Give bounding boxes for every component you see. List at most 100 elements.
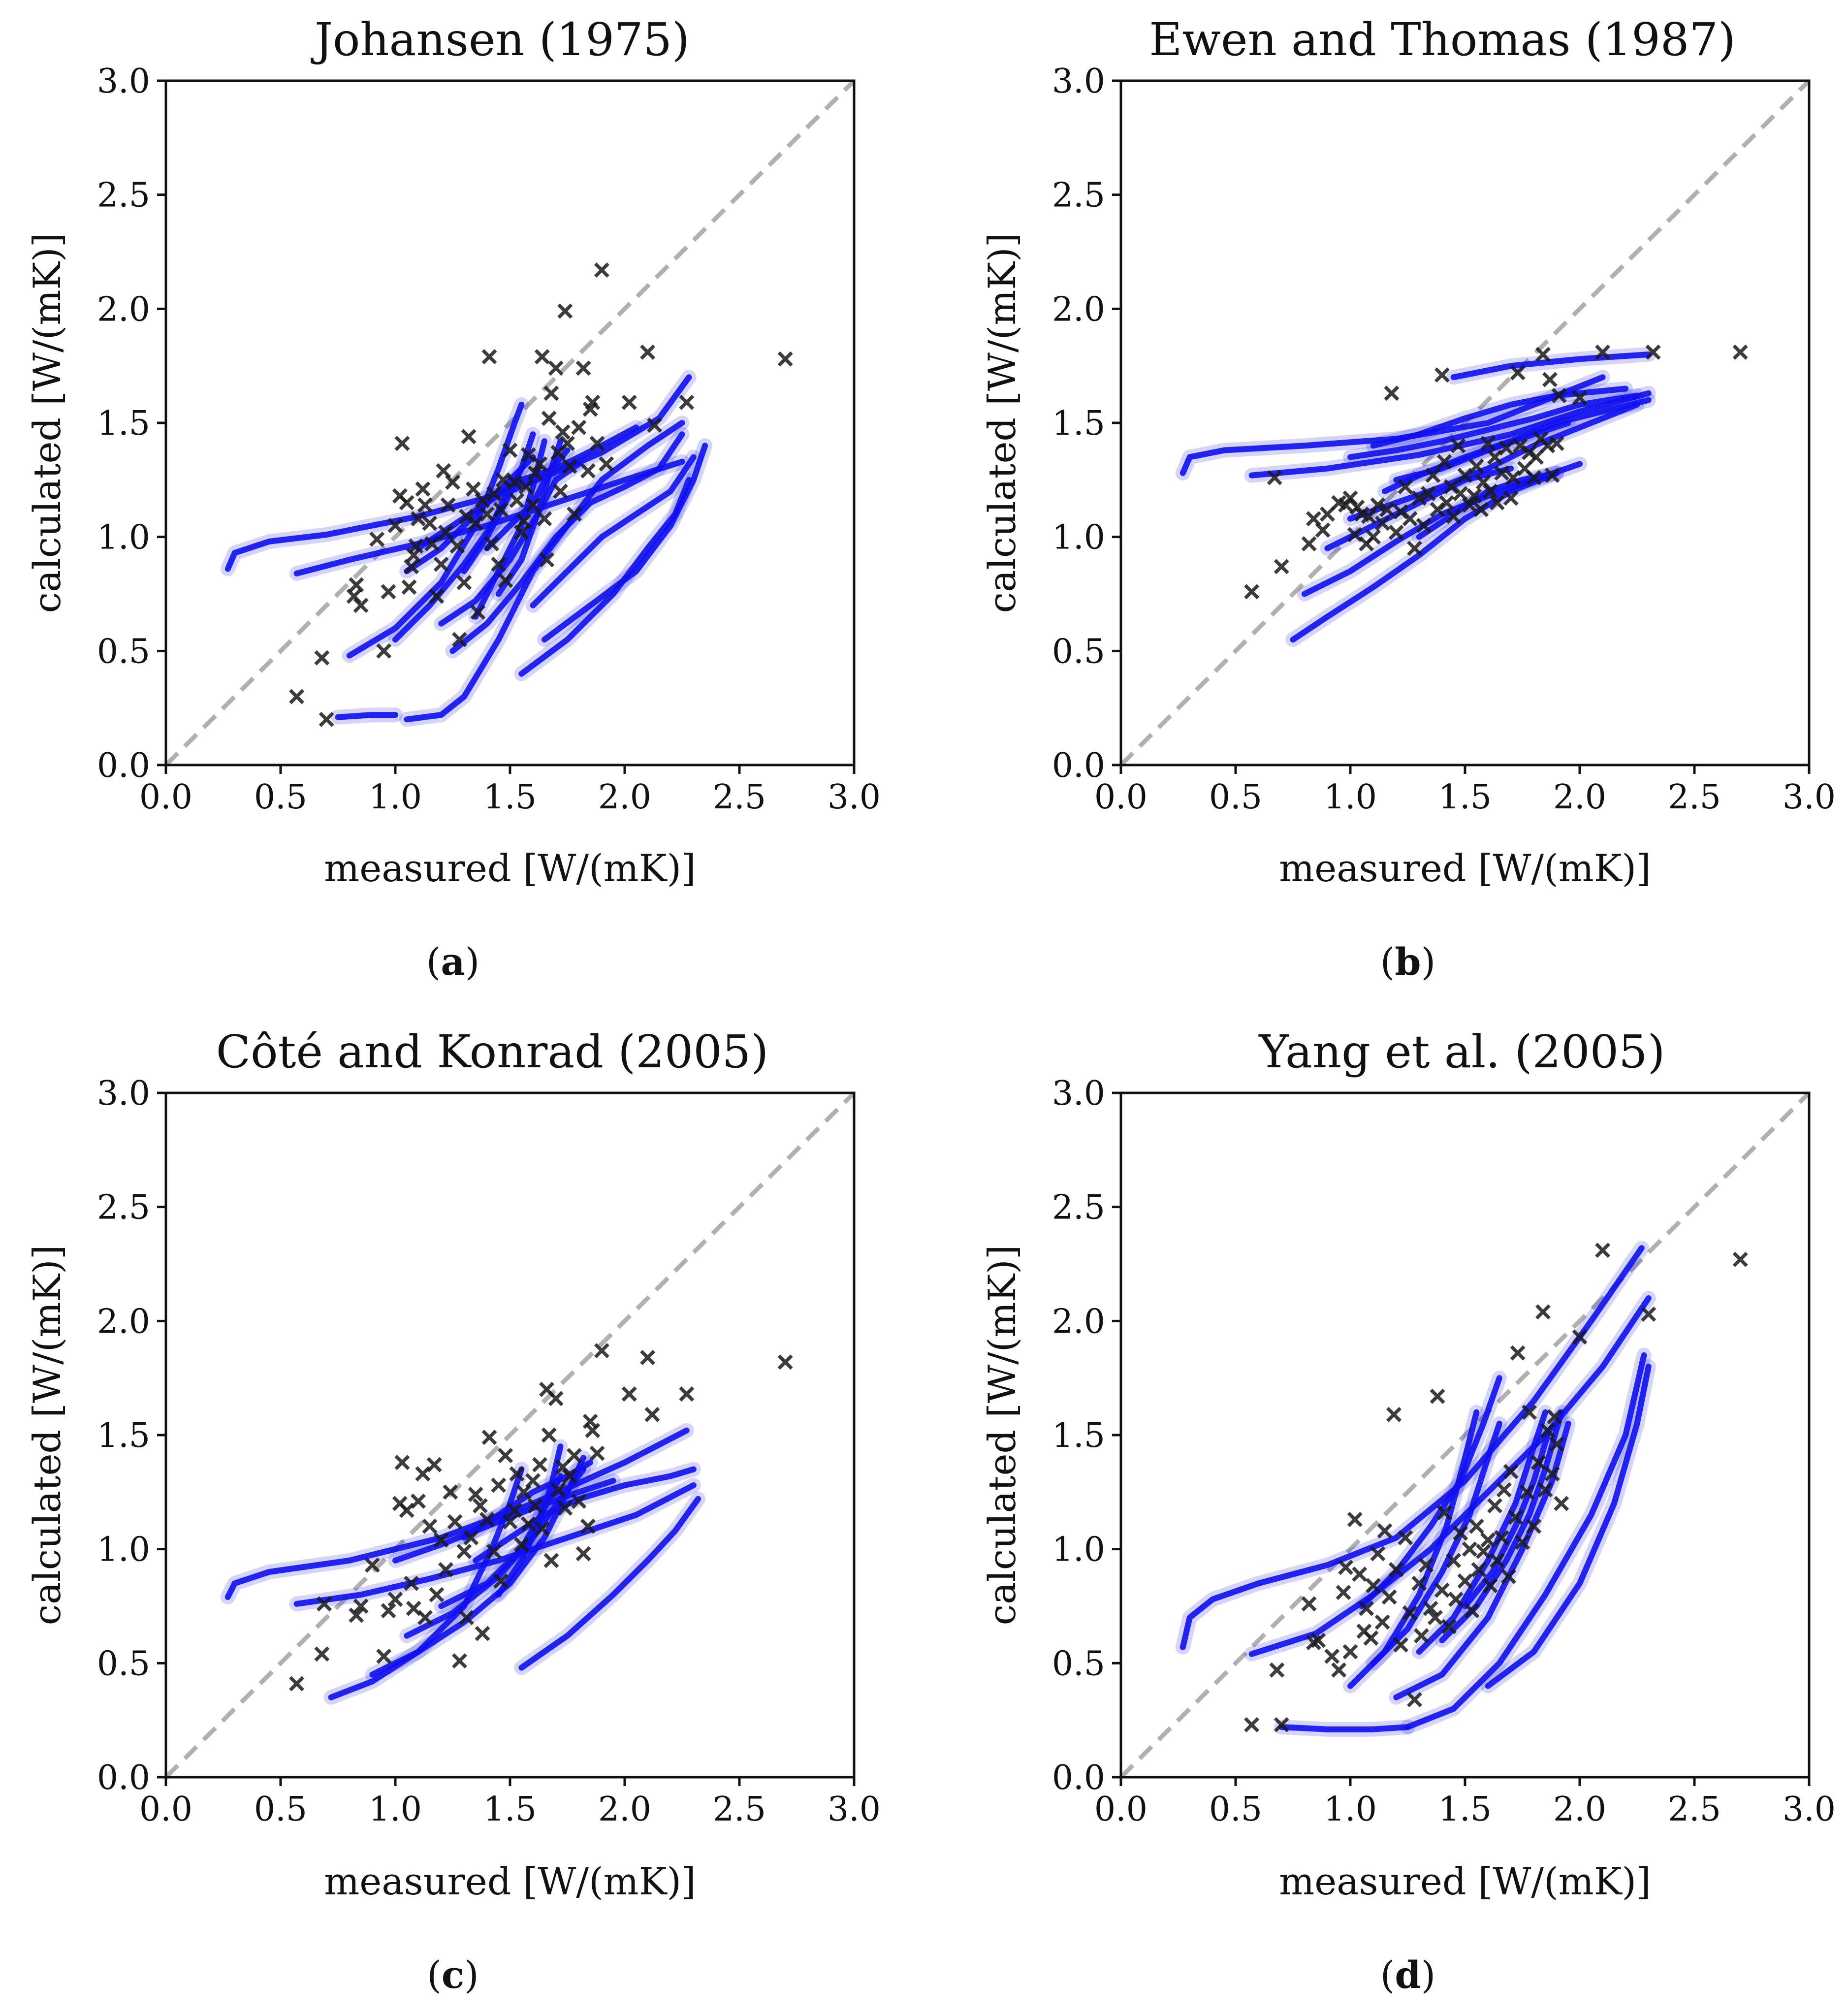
y-tick-label: 2.5 <box>97 176 150 215</box>
data-point-x-marker <box>1407 1692 1422 1707</box>
data-point-x-marker <box>394 436 410 451</box>
data-point-x-marker <box>1319 506 1335 522</box>
data-point-x-marker <box>1535 1304 1551 1320</box>
y-tick-label: 3.0 <box>1052 62 1105 101</box>
data-point-x-marker <box>376 643 392 659</box>
data-point-x-marker <box>387 1592 403 1607</box>
data-point-x-marker <box>424 536 440 552</box>
data-point-x-marker <box>557 303 573 319</box>
data-point-x-marker <box>1324 1648 1340 1664</box>
data-point-x-marker <box>527 465 543 481</box>
x-axis-label: measured [W/(mK)] <box>1279 1859 1651 1903</box>
data-point-x-marker <box>1544 1466 1560 1482</box>
data-point-x-marker <box>479 1511 495 1527</box>
data-point-x-marker <box>562 1468 577 1484</box>
data-point-x-marker <box>585 1423 601 1439</box>
x-tick-label: 2.5 <box>1668 778 1721 817</box>
data-point-x-marker <box>1274 559 1289 575</box>
y-tick-label: 0.5 <box>1052 1644 1105 1683</box>
data-point-x-marker <box>1269 1662 1285 1678</box>
data-point-x-marker <box>1374 1614 1390 1630</box>
model-curve <box>1450 352 1652 381</box>
y-tick-label: 3.0 <box>1052 1074 1105 1113</box>
data-point-x-marker <box>1336 1585 1351 1600</box>
data-point-x-marker <box>484 536 500 552</box>
data-point-x-marker <box>1402 511 1418 527</box>
y-tick-label: 2.0 <box>97 290 150 329</box>
data-point-x-marker <box>1503 1464 1519 1479</box>
model-curve <box>1393 420 1571 483</box>
data-point-x-marker <box>387 518 403 533</box>
data-point-x-marker <box>520 1516 536 1532</box>
data-point-x-marker <box>1411 490 1427 506</box>
data-point-x-marker <box>534 1521 550 1536</box>
data-point-x-marker <box>1377 1523 1393 1539</box>
y-tick-label: 2.0 <box>1052 1302 1105 1341</box>
data-point-x-marker <box>493 502 509 517</box>
data-point-x-marker <box>1544 468 1560 483</box>
y-tick-label: 0.5 <box>97 632 150 671</box>
panel-label: (a) <box>426 940 480 984</box>
data-point-x-marker <box>1398 1530 1413 1545</box>
data-point-x-marker <box>1446 509 1462 524</box>
model-curve <box>293 1482 697 1607</box>
data-point-x-marker <box>1462 497 1477 513</box>
data-point-x-marker <box>475 493 490 509</box>
data-point-x-marker <box>1436 1505 1452 1521</box>
data-point-x-marker <box>1434 367 1450 383</box>
data-point-x-marker <box>1471 1562 1487 1577</box>
data-point-x-marker <box>1310 1632 1326 1648</box>
data-point-x-marker <box>1374 515 1390 531</box>
data-point-x-marker <box>429 588 445 604</box>
data-point-x-marker <box>594 1343 609 1359</box>
y-tick-label: 2.5 <box>1052 1188 1105 1227</box>
data-point-x-marker <box>1352 1566 1368 1582</box>
data-point-x-marker <box>534 349 550 365</box>
y-tick-label: 1.5 <box>1052 404 1105 443</box>
panel-label: (c) <box>427 1953 479 1997</box>
y-tick-label: 0.5 <box>97 1644 150 1683</box>
data-point-x-marker <box>481 1430 497 1445</box>
data-point-x-marker <box>319 711 334 727</box>
data-point-x-marker <box>509 1466 525 1482</box>
data-point-x-marker <box>376 1648 392 1664</box>
data-point-x-marker <box>1468 1518 1484 1534</box>
data-point-x-marker <box>314 1646 330 1662</box>
data-point-x-marker <box>525 1473 541 1489</box>
data-point-x-marker <box>1430 1388 1445 1404</box>
data-point-x-marker <box>1547 1409 1562 1425</box>
data-point-x-marker <box>1342 1644 1358 1660</box>
data-point-x-marker <box>317 1596 332 1612</box>
data-point-x-marker <box>640 344 656 360</box>
chart-title: Yang et al. (2005) <box>1258 1025 1665 1078</box>
x-tick-label: 0.0 <box>139 778 192 817</box>
model-curve <box>1370 1420 1502 1666</box>
y-tick-label: 1.0 <box>1052 1531 1105 1569</box>
data-point-x-marker <box>527 1498 543 1514</box>
data-point-x-marker <box>1535 347 1551 362</box>
data-point-x-marker <box>493 1573 509 1589</box>
x-tick-label: 0.5 <box>254 1790 307 1829</box>
data-point-x-marker <box>589 436 605 451</box>
data-point-x-marker <box>599 456 614 472</box>
data-point-x-marker <box>495 472 511 488</box>
data-point-x-marker <box>1420 486 1436 502</box>
data-point-x-marker <box>1645 344 1661 360</box>
data-point-x-marker <box>585 394 601 410</box>
model-curve <box>1278 1724 1411 1732</box>
identity-reference-line <box>164 79 856 767</box>
data-point-x-marker <box>411 511 426 527</box>
data-point-x-marker <box>532 1457 548 1472</box>
data-point-x-marker <box>1549 1437 1564 1452</box>
data-point-x-marker <box>1522 1405 1537 1420</box>
identity-reference-line <box>1119 1091 1811 1779</box>
data-point-x-marker <box>647 417 663 433</box>
data-point-x-marker <box>1489 495 1505 511</box>
x-tick-label: 2.5 <box>713 1790 766 1829</box>
x-tick-label: 3.0 <box>828 1790 881 1829</box>
data-point-x-marker <box>369 531 385 547</box>
x-tick-label: 3.0 <box>1783 1790 1836 1829</box>
data-point-x-marker <box>468 1486 483 1502</box>
data-point-x-marker <box>1370 497 1386 513</box>
data-point-x-marker <box>440 497 456 513</box>
